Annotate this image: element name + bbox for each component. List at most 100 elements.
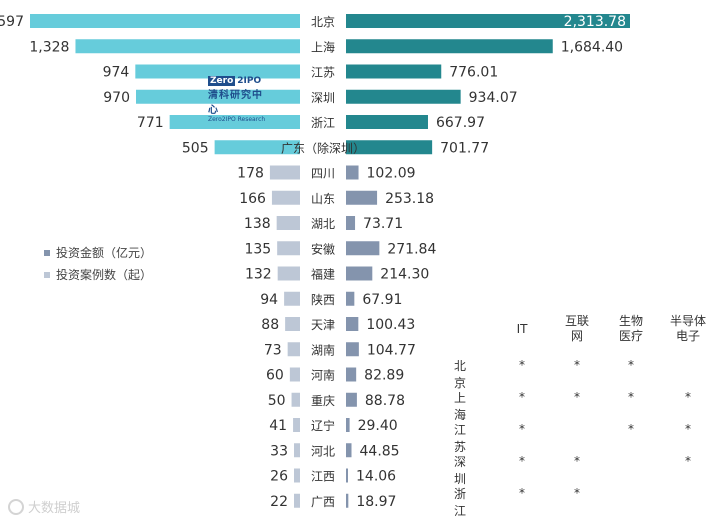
matrix-mark: * [519,454,525,468]
legend-amount-label: 投资金额（亿元） [56,246,153,260]
count-bar [294,443,300,458]
amount-bar [346,89,461,104]
matrix-column-header: 互联网 [564,314,589,343]
amount-value-label: 271.84 [387,241,436,257]
amount-bar [346,165,359,180]
matrix-mark: * [574,390,580,404]
amount-bar [346,39,553,54]
count-bar [289,367,300,382]
count-value-label: 41 [269,418,287,434]
logo-mark: Zero 2IPO [208,76,272,86]
amount-value-label: 100.43 [366,317,415,333]
matrix-row-city: 上海 [454,391,467,422]
amount-bar [346,367,357,382]
amount-bar [346,140,433,155]
matrix-mark: * [685,390,691,404]
amount-bar [346,468,348,483]
count-bar [293,418,300,432]
amount-value-label: 214.30 [380,267,429,283]
amount-bar [346,443,352,458]
amount-bar [346,342,359,357]
amount-value-label: 776.01 [449,65,498,81]
count-value-label: 1,597 [0,14,24,30]
amount-value-label: 44.85 [360,443,400,459]
amount-bar [346,216,356,230]
province-label: 陕西 [311,292,335,307]
watermark-text: 大数据城 [28,501,81,516]
count-bar [136,89,300,104]
count-value-label: 94 [260,292,278,308]
province-label: 重庆 [311,394,335,408]
count-bar [169,115,300,129]
watermark-icon [8,498,24,515]
count-bar [276,216,300,230]
count-bar [277,241,300,256]
count-value-label: 88 [261,317,279,333]
amount-value-label: 2,313.78 [564,14,626,30]
amount-value-label: 88.78 [365,393,405,409]
matrix-column-header: 生物 医疗 [618,314,643,343]
matrix-row-city: 浙江 [454,487,467,518]
matrix-row-city: 北京 [454,359,467,390]
legend-count-label: 投资案例数（起） [56,268,153,282]
count-bar [269,165,300,180]
count-value-label: 771 [137,115,164,131]
logo-mark-a: Zero [208,76,236,86]
count-bar [291,392,300,407]
logo-mark-b: 2IPO [237,76,262,86]
count-bar [135,64,300,79]
legend-count: 投资案例数（起） [44,266,152,283]
province-label: 浙江 [311,116,335,130]
legend-amount: 投资金额（亿元） [44,244,152,261]
count-bar [277,266,300,281]
watermark: 大数据城 [8,497,80,516]
count-bar [30,14,300,28]
matrix-mark: * [685,422,691,436]
province-label: 广西 [311,495,335,509]
amount-value-label: 73.71 [363,216,403,232]
province-label: 福建 [311,267,335,282]
amount-value-label: 667.97 [436,115,485,131]
amount-bar [346,266,373,281]
amount-bar [346,317,359,331]
amount-value-label: 29.40 [358,418,398,434]
province-label: 四川 [311,167,335,181]
amount-bar [346,241,380,256]
amount-bar [346,291,355,306]
count-bar [214,140,300,155]
province-label: 天津 [311,318,335,332]
count-bar [294,468,300,483]
amount-value-label: 102.09 [367,166,416,182]
legend-count-swatch [44,271,50,278]
matrix-row-city: 江苏 [454,423,467,454]
matrix-mark: * [574,486,580,500]
province-label: 湖北 [311,216,335,231]
count-value-label: 974 [103,65,130,81]
matrix-mark: * [574,454,580,468]
count-bar [271,190,300,205]
province-label: 河南 [311,368,335,383]
matrix-column-header: 半导体 电子 [669,314,706,343]
matrix-row-city: 深圳 [454,455,467,486]
matrix-mark: * [519,422,525,436]
province-label: 江苏 [311,66,335,80]
count-bar [287,342,300,357]
amount-value-label: 18.97 [356,494,396,510]
province-label: 江西 [311,470,335,484]
count-bar [285,317,300,331]
count-value-label: 73 [264,342,282,358]
amount-value-label: 934.07 [469,90,518,106]
amount-bar [346,14,630,28]
amount-value-label: 14.06 [356,469,396,485]
logo-en-text: Zero2IPO Research [208,116,266,123]
matrix-mark: * [519,390,525,404]
amount-value-label: 67.91 [362,292,402,308]
count-value-label: 135 [244,241,271,257]
province-label: 深圳 [311,91,335,105]
province-label: 辽宁 [311,418,335,433]
amount-bar [346,418,350,432]
amount-value-label: 253.18 [385,191,434,207]
matrix-mark: * [519,486,525,500]
province-label: 北京 [311,15,335,29]
logo-cn-text: 清科研究中心 [208,90,263,116]
